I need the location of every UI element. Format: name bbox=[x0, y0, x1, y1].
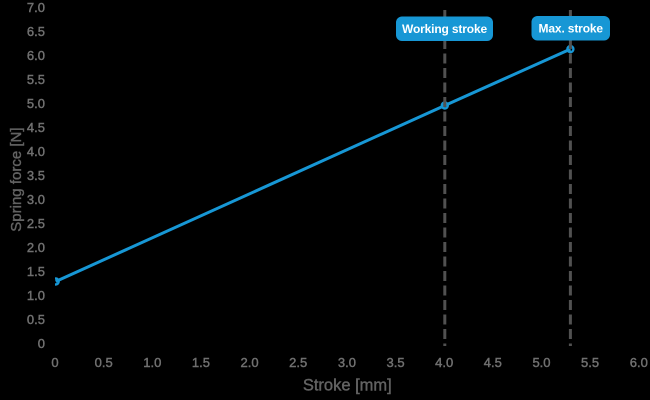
svg-text:4.5: 4.5 bbox=[27, 120, 45, 135]
svg-text:5.0: 5.0 bbox=[532, 355, 550, 370]
svg-text:0.5: 0.5 bbox=[95, 355, 113, 370]
svg-text:0: 0 bbox=[51, 355, 58, 370]
svg-text:1.0: 1.0 bbox=[27, 288, 45, 303]
svg-text:6.5: 6.5 bbox=[27, 24, 45, 39]
svg-text:Stroke [mm]: Stroke [mm] bbox=[303, 377, 392, 395]
svg-text:5.5: 5.5 bbox=[27, 72, 45, 87]
svg-text:4.5: 4.5 bbox=[484, 355, 502, 370]
svg-text:3.5: 3.5 bbox=[387, 355, 405, 370]
svg-text:6.0: 6.0 bbox=[27, 48, 45, 63]
svg-text:1.5: 1.5 bbox=[192, 355, 210, 370]
svg-text:3.5: 3.5 bbox=[27, 168, 45, 183]
svg-text:1.0: 1.0 bbox=[143, 355, 161, 370]
svg-text:3.0: 3.0 bbox=[338, 355, 356, 370]
svg-text:1.5: 1.5 bbox=[27, 264, 45, 279]
svg-text:2.0: 2.0 bbox=[241, 355, 259, 370]
svg-text:5.0: 5.0 bbox=[27, 96, 45, 111]
svg-text:4.0: 4.0 bbox=[27, 144, 45, 159]
svg-text:4.0: 4.0 bbox=[435, 355, 453, 370]
svg-text:2.5: 2.5 bbox=[289, 355, 307, 370]
svg-text:2.0: 2.0 bbox=[27, 240, 45, 255]
svg-text:6.0: 6.0 bbox=[630, 355, 648, 370]
svg-text:5.5: 5.5 bbox=[581, 355, 599, 370]
svg-text:2.5: 2.5 bbox=[27, 216, 45, 231]
svg-text:0: 0 bbox=[38, 336, 45, 351]
svg-text:0.5: 0.5 bbox=[27, 312, 45, 327]
svg-text:Max. stroke: Max. stroke bbox=[539, 22, 604, 36]
svg-text:7.0: 7.0 bbox=[27, 0, 45, 15]
svg-text:Spring force [N]: Spring force [N] bbox=[8, 127, 25, 231]
svg-text:3.0: 3.0 bbox=[27, 192, 45, 207]
svg-text:Working stroke: Working stroke bbox=[402, 22, 488, 36]
